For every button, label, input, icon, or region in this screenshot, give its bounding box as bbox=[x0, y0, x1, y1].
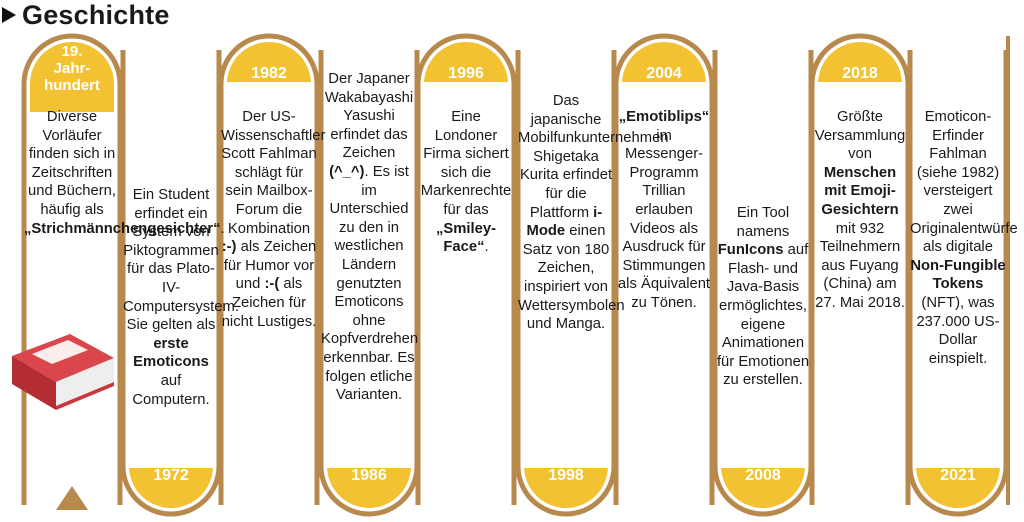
entry-highlight: erste Emoticons bbox=[133, 335, 209, 371]
year-bubble bbox=[327, 466, 411, 508]
year-bubble bbox=[129, 466, 213, 508]
entry-highlight: Menschen mit Emoji-Gesichtern bbox=[821, 164, 899, 218]
entry-highlight: i-Mode bbox=[526, 204, 603, 240]
year-bubble bbox=[524, 466, 608, 508]
timeline-entry-text: Diverse Vorläufer finden sich in Zeitsch… bbox=[24, 108, 225, 238]
entry-highlight: (^_^) bbox=[329, 163, 365, 180]
year-label: 2021 bbox=[940, 467, 976, 484]
year-bubble bbox=[818, 42, 902, 84]
year-bubble bbox=[622, 42, 706, 84]
year-label: Jahr- bbox=[54, 60, 91, 77]
year-label: 2018 bbox=[842, 65, 878, 82]
entry-highlight: „Smiley-Face“ bbox=[435, 220, 497, 256]
timeline-path bbox=[415, 33, 517, 505]
entry-text: . bbox=[220, 220, 225, 237]
year-label: 1996 bbox=[448, 65, 484, 82]
timeline-entry-text: Emoticon-Erfinder Fahlman (siehe 1982) v… bbox=[910, 108, 1018, 368]
entry-text: als Zeichen für nicht Lustiges. bbox=[221, 276, 317, 330]
book-icon bbox=[12, 334, 114, 410]
timeline-path bbox=[318, 50, 420, 517]
timeline-entry-text: Ein Student erfindet ein System von Pikt… bbox=[123, 186, 239, 409]
year-bubble bbox=[916, 466, 1000, 508]
entry-highlight: FunIcons bbox=[717, 242, 784, 259]
timeline-entry-text: Das japanische Mobilfunkunternehmen Shig… bbox=[518, 92, 669, 334]
timeline-path bbox=[712, 50, 814, 517]
timeline-entry-text: Größte Versammlung von Menschen mit Emoj… bbox=[812, 108, 908, 313]
entry-highlight: „Strichmännchengesichter“ bbox=[24, 220, 221, 237]
entry-text: Das japanische Mobilfunkunternehmen Shig… bbox=[518, 93, 669, 221]
timeline-start-triangle bbox=[56, 486, 88, 510]
year-label: 19. bbox=[62, 43, 83, 60]
entry-text: Größte Versammlung von bbox=[814, 109, 906, 163]
entry-text: Eine Londoner Firma sichert sich die Mar… bbox=[420, 109, 512, 218]
entry-text: Ein Student erfindet ein System von Pikt… bbox=[123, 187, 239, 334]
year-label: 1982 bbox=[251, 65, 287, 82]
timeline-entry-text: Ein Tool namens FunIcons auf Flash- und … bbox=[715, 204, 811, 390]
page-title: Geschichte bbox=[22, 0, 170, 30]
entry-text: (NFT), was 237.000 US-Dollar einspielt. bbox=[916, 294, 1000, 367]
entry-text: auf Computern. bbox=[132, 372, 210, 408]
entry-text: im Messenger-Programm Trillian erlauben … bbox=[617, 127, 711, 311]
timeline-path bbox=[515, 50, 617, 517]
timeline-path bbox=[613, 33, 715, 505]
entry-highlight: :-) bbox=[221, 239, 237, 256]
entry-text: Ein Tool namens bbox=[736, 205, 790, 240]
entry-text: Der US-Wissenschaftler Scott Fahlman sch… bbox=[221, 109, 326, 237]
year-bubble bbox=[721, 466, 805, 508]
entry-text: auf Flash- und Java-Basis ermöglichtes, … bbox=[716, 242, 810, 389]
entry-text: Der Japaner Wakabayashi Yasushi erfindet… bbox=[324, 71, 414, 162]
timeline-path bbox=[809, 33, 911, 505]
header: Geschichte bbox=[0, 0, 170, 30]
timeline-entry-text: Eine Londoner Firma sichert sich die Mar… bbox=[418, 108, 514, 257]
entry-text: einen Satz von 180 Zeichen, inspiriert v… bbox=[518, 223, 625, 333]
timeline-entry-text: „Emotiblips“ im Messenger-Programm Trill… bbox=[616, 108, 712, 313]
timeline-entry-text: Der Japaner Wakabayashi Yasushi erfindet… bbox=[321, 70, 419, 405]
year-label: 1998 bbox=[548, 467, 584, 484]
timeline-path bbox=[218, 33, 320, 505]
year-bubble bbox=[424, 42, 508, 84]
entry-text: Emoticon-Erfinder Fahlman (siehe 1982) v… bbox=[910, 109, 1018, 256]
year-bubble bbox=[30, 42, 114, 112]
triangle-right-icon bbox=[2, 7, 16, 23]
timeline-entry-text: Der US-Wissenschaftler Scott Fahlman sch… bbox=[221, 108, 325, 331]
year-label: 1986 bbox=[351, 467, 387, 484]
entry-highlight: :-( bbox=[264, 276, 280, 293]
entry-text: als Zeichen für Humor vor und bbox=[223, 239, 317, 293]
year-label: 1972 bbox=[153, 467, 189, 484]
entry-text: mit 932 Teilnehmern aus Fuyang (China) a… bbox=[815, 220, 905, 311]
year-label: 2008 bbox=[745, 467, 781, 484]
timeline-path bbox=[21, 33, 123, 505]
entry-text: . Es ist im Unterschied zu den in westli… bbox=[321, 163, 419, 404]
year-label: 2004 bbox=[646, 65, 682, 82]
entry-text: Diverse Vorläufer finden sich in Zeitsch… bbox=[27, 109, 117, 218]
year-label: hundert bbox=[44, 77, 100, 94]
entry-highlight: Non-Fungible Tokens bbox=[910, 257, 1006, 293]
timeline-path bbox=[907, 50, 1009, 517]
entry-text: . bbox=[484, 239, 489, 256]
timeline-path bbox=[120, 50, 222, 517]
year-bubble bbox=[227, 42, 311, 84]
entry-highlight: „Emotiblips“ bbox=[618, 109, 710, 125]
